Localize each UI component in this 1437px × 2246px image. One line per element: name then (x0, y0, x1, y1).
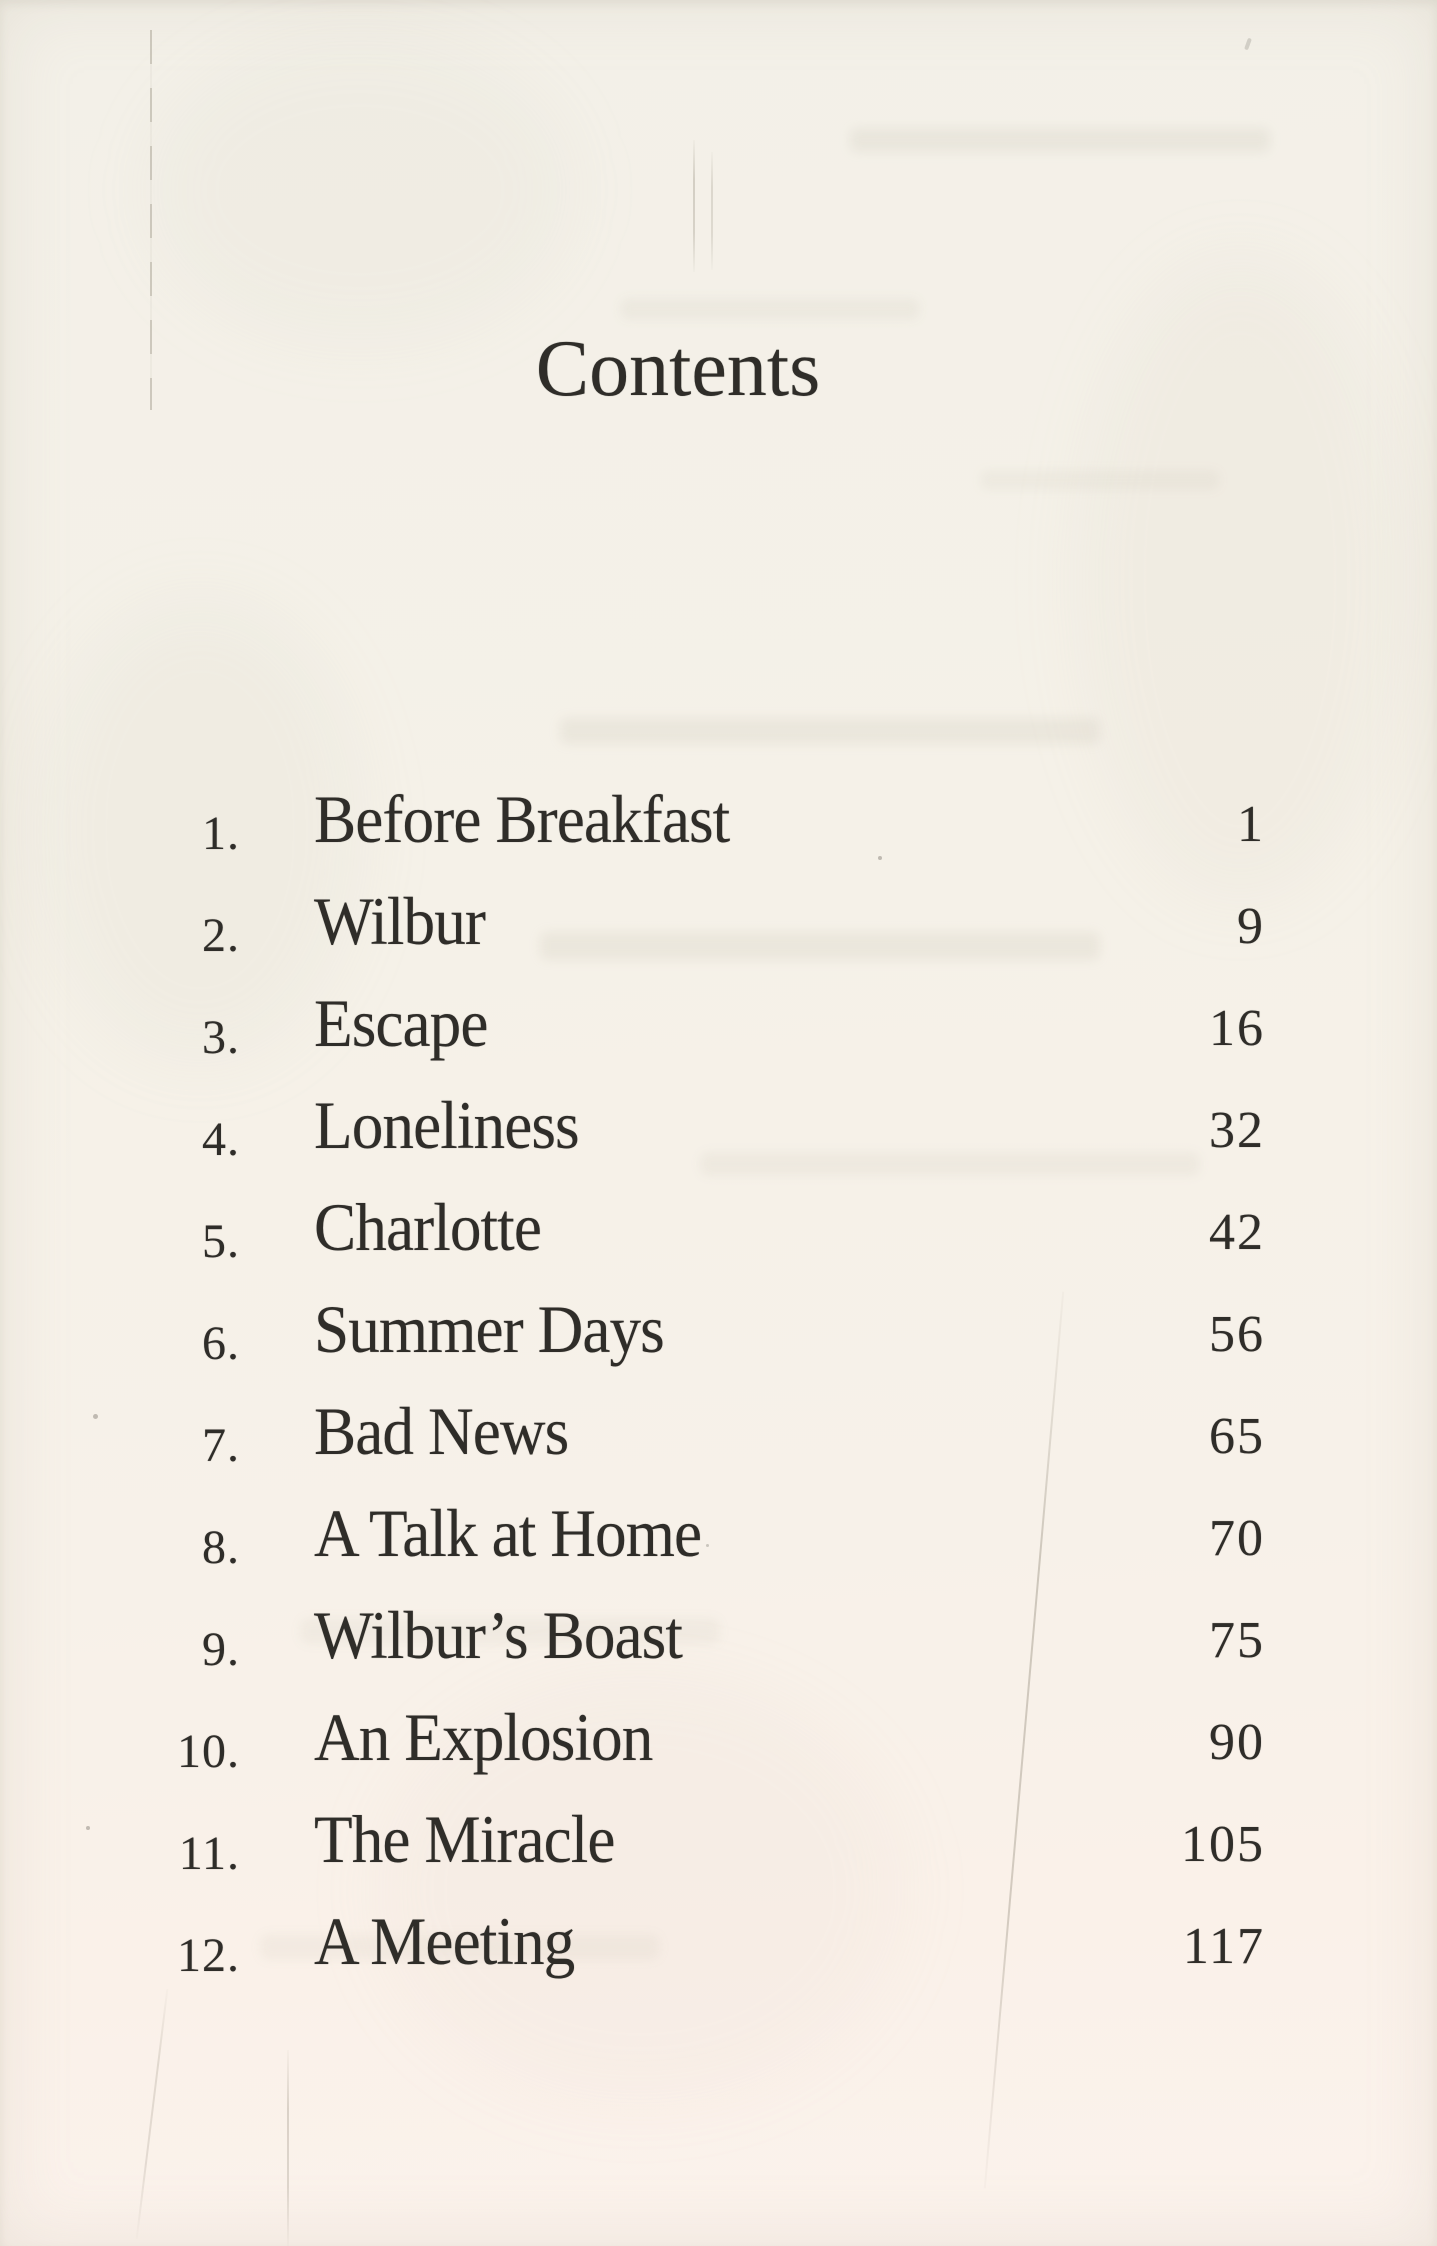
chapter-title: Loneliness (314, 1087, 580, 1163)
chapter-page-number: 65 (1209, 1408, 1265, 1465)
chapter-title: The Miracle (314, 1801, 615, 1877)
chapter-number: 8. (202, 1521, 240, 1574)
toc-entry: 2. Wilbur 9 (0, 870, 1437, 972)
chapter-number: 6. (202, 1317, 240, 1370)
chapter-number: 1. (202, 807, 240, 860)
chapter-title: Summer Days (314, 1291, 665, 1367)
toc-entry: 7. Bad News 65 (0, 1380, 1437, 1482)
scan-tick-mark (693, 140, 695, 272)
chapter-number: 9. (202, 1623, 240, 1676)
chapter-title: Charlotte (314, 1189, 542, 1265)
toc-entry: 9. Wilbur’s Boast 75 (0, 1584, 1437, 1686)
scan-hairline (287, 2050, 289, 2246)
page-title: Contents (535, 325, 821, 413)
chapter-page-number: 70 (1209, 1510, 1265, 1567)
chapter-number: 3. (202, 1011, 240, 1064)
toc-entry: 3. Escape 16 (0, 972, 1437, 1074)
showthrough-smudge (620, 298, 920, 320)
toc-entry: 11. The Miracle 105 (0, 1788, 1437, 1890)
chapter-title: Before Breakfast (314, 781, 730, 857)
showthrough-smudge (980, 470, 1220, 490)
chapter-title: A Meeting (314, 1903, 575, 1979)
toc-entry: 8. A Talk at Home 70 (0, 1482, 1437, 1584)
chapter-page-number: 1 (1237, 796, 1265, 853)
chapter-number: 11. (178, 1827, 240, 1880)
chapter-title: Wilbur (314, 883, 486, 959)
chapter-title: Bad News (314, 1393, 569, 1469)
toc-entry: 5. Charlotte 42 (0, 1176, 1437, 1278)
toc-entry: 10. An Explosion 90 (0, 1686, 1437, 1788)
chapter-page-number: 9 (1237, 898, 1265, 955)
chapter-number: 10. (177, 1725, 240, 1778)
chapter-page-number: 56 (1209, 1306, 1265, 1363)
chapter-title: Escape (314, 985, 488, 1061)
showthrough-smudge (560, 718, 1100, 744)
chapter-title: Wilbur’s Boast (314, 1597, 683, 1673)
toc-entry: 1. Before Breakfast 1 (0, 768, 1437, 870)
page-crease-line (135, 1988, 169, 2240)
chapter-page-number: 42 (1209, 1204, 1265, 1261)
scan-tick-mark (711, 152, 713, 270)
chapter-number: 2. (202, 909, 240, 962)
chapter-number: 7. (202, 1419, 240, 1472)
ink-speck (1244, 37, 1252, 51)
toc-entry: 6. Summer Days 56 (0, 1278, 1437, 1380)
chapter-title: An Explosion (314, 1699, 653, 1775)
showthrough-smudge (850, 128, 1270, 152)
chapter-page-number: 105 (1181, 1816, 1265, 1873)
chapter-page-number: 90 (1209, 1714, 1265, 1771)
chapter-page-number: 16 (1209, 1000, 1265, 1057)
chapter-number: 12. (177, 1929, 240, 1982)
chapter-title: A Talk at Home (314, 1495, 702, 1571)
chapter-number: 5. (202, 1215, 240, 1268)
chapter-number: 4. (202, 1113, 240, 1166)
chapter-page-number: 117 (1182, 1918, 1265, 1975)
toc-entry: 12. A Meeting 117 (0, 1890, 1437, 1992)
chapter-page-number: 32 (1209, 1102, 1265, 1159)
scan-hairline (150, 30, 152, 410)
chapter-page-number: 75 (1209, 1612, 1265, 1669)
toc-entry: 4. Loneliness 32 (0, 1074, 1437, 1176)
table-of-contents: 1. Before Breakfast 1 2. Wilbur 9 3. Escape… (0, 768, 1437, 1992)
paper-mottle (150, 40, 570, 340)
